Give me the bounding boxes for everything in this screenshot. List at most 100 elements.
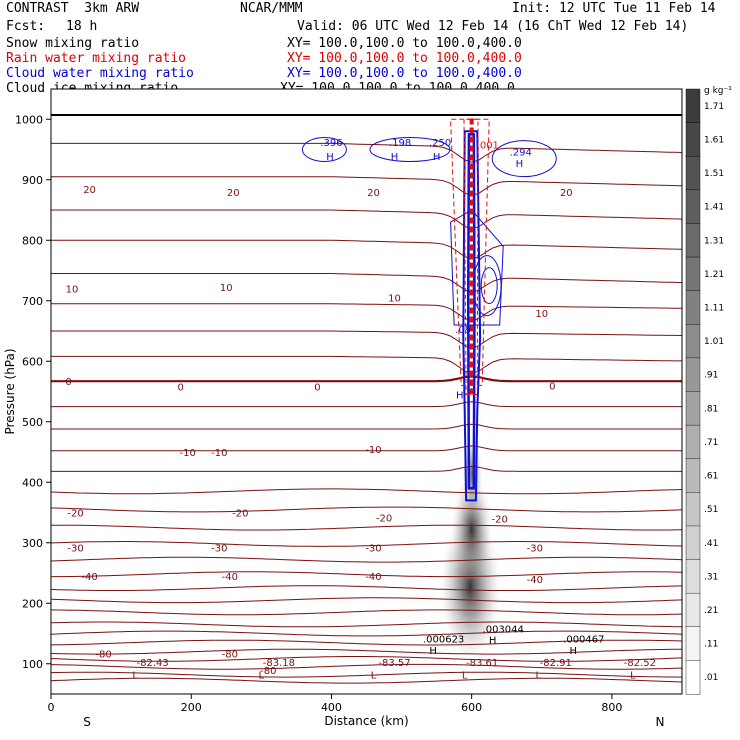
colorbar-label-16: .11: [704, 640, 718, 650]
colorbar-swatch-9: [685, 391, 701, 426]
y-axis-label: Pressure (hPa): [3, 348, 17, 434]
cloud-water-label-2: H: [391, 152, 399, 163]
colorbar-swatch-11: [685, 458, 701, 494]
temperature-label-6: -40: [527, 575, 543, 586]
temperature-label-24: 10: [388, 294, 401, 305]
x-end-label-right: N: [656, 715, 665, 729]
cloud-water-label-7: .294: [510, 147, 532, 158]
isotherm-29: [51, 142, 682, 163]
isotherm-3: [51, 656, 682, 662]
isotherm-26: [51, 239, 682, 260]
colorbar-swatch-13: [685, 525, 701, 561]
cloud-water-label-5: .250: [429, 138, 451, 149]
y-tick-label-300: 300: [22, 537, 43, 550]
temperature-label-17: -10: [365, 445, 381, 456]
temperature-label-12: -20: [232, 509, 248, 520]
extrema-label-14: H: [489, 636, 497, 647]
x-tick-label-600: 600: [461, 701, 482, 714]
temperature-label-23: 10: [220, 283, 233, 294]
x-tick-label-200: 200: [181, 701, 202, 714]
isotherm-22: [51, 355, 682, 374]
colorbar-swatch-6: [685, 290, 701, 325]
colorbar-swatch-4: [685, 223, 701, 258]
header-fcst-value: 18 h: [66, 19, 98, 34]
isotherm-27: [51, 209, 682, 230]
temperature-label-11: -20: [67, 509, 83, 520]
cloud-water-label-0: H: [326, 152, 334, 163]
cloud-water-low-2: [369, 137, 451, 162]
x-tick-label-400: 400: [321, 701, 342, 714]
colorbar-label-11: .61: [704, 472, 718, 482]
isotherm-15: [51, 506, 682, 513]
temperature-label-27: 20: [227, 188, 240, 199]
colorbar-swatch-16: [685, 626, 701, 662]
temperature-label-25: 10: [535, 309, 548, 320]
cloud-water-column-inner: [466, 133, 476, 490]
x-tick-label-800: 800: [601, 701, 622, 714]
y-tick-label-900: 900: [22, 174, 43, 187]
temperature-label-26: 20: [83, 185, 96, 196]
colorbar-swatch-8: [685, 357, 701, 393]
x-end-label-left: S: [83, 715, 91, 729]
extrema-label-9: -83.61: [466, 658, 498, 669]
isotherm-11: [51, 571, 682, 578]
colorbar-swatch-3: [685, 189, 701, 225]
extrema-label-6: -82.43: [137, 658, 169, 669]
temperature-label-5: -40: [365, 572, 381, 583]
isotherm-1: [51, 671, 682, 678]
y-tick-label-200: 200: [22, 597, 43, 610]
cloud-water-low-1: [301, 137, 347, 162]
colorbar-swatch-12: [685, 492, 701, 527]
y-tick-label-800: 800: [22, 234, 43, 247]
isotherm-23: [51, 330, 682, 349]
colorbar-label-1: 1.61: [704, 135, 724, 145]
isotherm-7: [51, 621, 682, 628]
field-rain-name: Rain water mixing ratio: [6, 51, 187, 66]
temperature-label-16: -10: [211, 448, 227, 459]
colorbar-swatch-2: [685, 156, 701, 191]
cloud-water-blob-outer: [450, 209, 504, 326]
extrema-label-5: L: [630, 671, 636, 682]
rain-water-outer: [450, 118, 490, 386]
colorbar-label-3: 1.41: [704, 203, 724, 213]
extrema-label-16: H: [570, 646, 578, 657]
isotherm-9: [51, 597, 682, 604]
extrema-label-4: L: [535, 671, 541, 682]
extrema-label-17: .000467: [563, 634, 604, 645]
temperature-label-22: 10: [66, 285, 79, 296]
colorbar-unit: g kg⁻¹: [704, 86, 732, 96]
rain-water-contours: [450, 118, 490, 395]
extrema-label-0: L: [132, 671, 138, 682]
temperature-contours: [51, 114, 682, 684]
isotherm-25: [51, 273, 682, 293]
isotherm-12: [51, 556, 682, 563]
colorbar-swatch-10: [685, 424, 701, 460]
extrema-label-7: -83.18: [263, 658, 295, 669]
colorbar-label-10: .71: [704, 438, 718, 448]
extrema-label-10: -82.91: [540, 658, 572, 669]
y-tick-label-700: 700: [22, 295, 43, 308]
temperature-label-21: 0: [549, 381, 555, 392]
isotherm-28: [51, 176, 682, 197]
extrema-label-13: .000623: [423, 634, 464, 645]
colorbar-label-6: 1.11: [704, 303, 724, 313]
isotherm-17: [51, 465, 682, 472]
temperature-label-15: -10: [180, 448, 196, 459]
field-snow-name: Snow mixing ratio: [6, 36, 140, 51]
colorbar-swatch-7: [685, 324, 701, 359]
y-tick-label-600: 600: [22, 355, 43, 368]
colorbar-label-13: .41: [704, 539, 718, 549]
extrema-label-15: .003044: [483, 625, 524, 636]
colorbar-label-9: .81: [704, 404, 718, 414]
isotherm-24: [51, 303, 682, 322]
colorbar-label-0: 1.71: [704, 102, 724, 112]
temperature-label-1: -80: [95, 649, 111, 660]
cloud-water-label-1: .396: [320, 138, 342, 149]
field-rain-xy: XY= 100.0,100.0 to 100.0,400.0: [287, 51, 522, 66]
colorbar-label-4: 1.31: [704, 236, 724, 246]
temperature-label-7: -30: [67, 544, 83, 555]
cloud-water-label-3: .198: [389, 138, 411, 149]
isotherm-18: [51, 445, 682, 452]
temperature-label-3: -40: [81, 572, 97, 583]
x-axis-label: Distance (km): [324, 714, 408, 728]
